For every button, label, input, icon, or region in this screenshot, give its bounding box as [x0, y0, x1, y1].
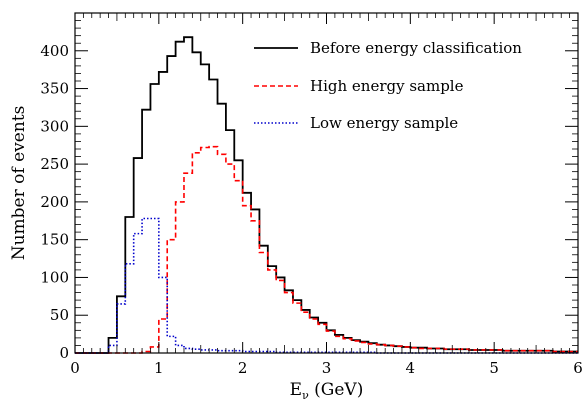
- x-tick-label: 1: [154, 359, 164, 377]
- legend-label-1: Before energy classification: [310, 39, 522, 57]
- y-axis-title: Number of events: [9, 106, 29, 261]
- axis-tick-labels: 0 1 2 3 4 5 6 0 50 100 150 200 250 300 350 400: [40, 42, 582, 377]
- x-tick-label: 6: [573, 359, 583, 377]
- x-axis-title-subscript: ν: [302, 389, 309, 402]
- x-tick-label: 3: [322, 359, 332, 377]
- y-tick-label: 200: [40, 193, 69, 211]
- y-tick-label: 50: [50, 306, 69, 324]
- legend: Before energy classification High energy …: [254, 39, 522, 132]
- y-tick-label: 400: [40, 42, 69, 60]
- y-tick-label: 250: [40, 155, 69, 173]
- x-tick-label: 4: [406, 359, 416, 377]
- axis-ticks: [74, 13, 579, 354]
- x-tick-label: 5: [489, 359, 499, 377]
- x-axis-title-unit: (GeV): [309, 380, 364, 400]
- y-tick-label: 350: [40, 80, 69, 98]
- x-tick-label: 2: [238, 359, 248, 377]
- x-axis-title-main: E: [290, 380, 302, 400]
- y-tick-label: 300: [40, 117, 69, 135]
- series-line-3: [75, 217, 578, 354]
- series-line-2: [75, 145, 578, 354]
- y-tick-label: 0: [59, 344, 69, 362]
- x-tick-label: 0: [70, 359, 80, 377]
- x-axis-title: Eν (GeV): [290, 380, 364, 402]
- legend-label-3: Low energy sample: [310, 114, 458, 132]
- plot-frame: [74, 12, 579, 354]
- y-tick-label: 150: [40, 231, 69, 249]
- y-tick-label: 100: [40, 268, 69, 286]
- legend-label-2: High energy sample: [310, 77, 464, 95]
